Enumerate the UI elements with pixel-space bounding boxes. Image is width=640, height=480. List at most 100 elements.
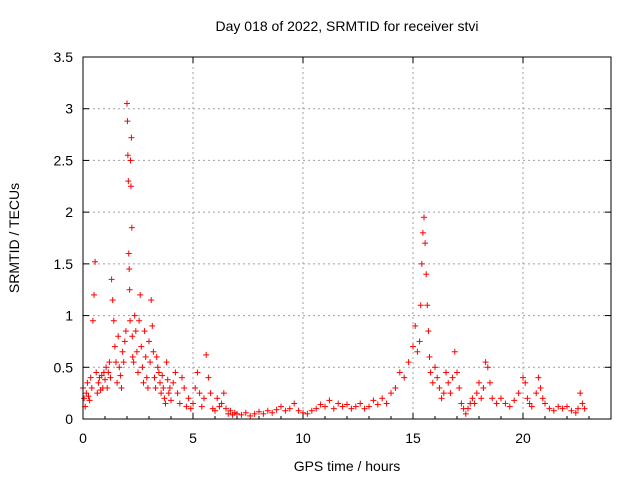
y-tick-label: 2	[65, 204, 73, 220]
data-point	[581, 405, 588, 412]
data-point	[487, 379, 493, 386]
data-point	[568, 407, 575, 414]
data-point	[131, 312, 138, 319]
data-point	[361, 405, 368, 412]
data-point	[533, 390, 540, 397]
data-point	[484, 364, 491, 371]
data-point	[168, 397, 174, 404]
data-point	[412, 322, 419, 329]
data-point	[471, 400, 478, 407]
data-point	[133, 348, 140, 355]
data-point	[161, 395, 168, 402]
data-point	[451, 348, 458, 355]
data-point	[109, 297, 116, 304]
data-point	[194, 369, 201, 376]
data-point	[493, 400, 500, 407]
data-point	[88, 384, 95, 391]
data-point	[190, 400, 196, 407]
data-point	[515, 390, 522, 397]
data-point	[212, 407, 218, 414]
data-point	[137, 291, 144, 298]
data-point	[185, 395, 192, 402]
data-point	[438, 395, 445, 402]
grid	[83, 57, 611, 419]
data-point	[424, 302, 431, 309]
data-point	[174, 390, 181, 397]
data-point	[374, 401, 381, 408]
data-point	[158, 390, 165, 397]
data-point	[295, 407, 302, 414]
data-point	[429, 379, 436, 386]
data-point	[418, 260, 425, 267]
data-point	[95, 379, 102, 386]
data-point	[85, 393, 92, 400]
data-point	[238, 411, 245, 418]
data-point	[425, 328, 432, 335]
data-point	[366, 403, 372, 410]
data-point	[256, 408, 262, 415]
data-point	[528, 403, 535, 410]
data-point	[357, 400, 364, 407]
data-point	[405, 359, 412, 366]
data-point	[234, 410, 240, 417]
data-point	[419, 229, 426, 236]
x-axis-label: GPS time / hours	[294, 458, 401, 474]
data-point	[124, 118, 131, 125]
data-point	[526, 400, 533, 407]
data-point	[445, 379, 452, 386]
data-point	[163, 359, 170, 366]
data-point	[339, 403, 346, 410]
data-point	[469, 395, 476, 402]
data-point	[454, 369, 460, 376]
data-point	[165, 390, 172, 397]
data-point	[269, 409, 276, 416]
data-point	[114, 379, 121, 386]
y-tick-label: 1.5	[54, 256, 74, 272]
data-point	[482, 359, 489, 366]
axis-ticks	[82, 56, 612, 420]
data-point	[129, 353, 136, 360]
data-point	[104, 384, 111, 391]
data-point	[125, 250, 132, 257]
data-point	[150, 348, 157, 355]
data-point	[207, 390, 214, 397]
data-point	[127, 317, 134, 324]
data-point	[201, 395, 207, 402]
data-point	[432, 364, 438, 371]
data-point	[126, 266, 133, 273]
data-point	[120, 359, 127, 366]
data-point	[176, 400, 183, 407]
data-point	[220, 390, 227, 397]
data-point	[125, 178, 132, 185]
y-tick-label: 3.5	[54, 49, 74, 65]
data-point	[559, 405, 566, 412]
data-point	[572, 409, 579, 416]
data-point	[401, 374, 408, 381]
data-point	[143, 374, 150, 381]
data-point	[124, 100, 130, 107]
data-point	[111, 343, 118, 350]
x-tick-label: 5	[189, 430, 197, 446]
data-point	[148, 297, 155, 304]
data-point	[172, 369, 179, 376]
data-point	[462, 410, 469, 417]
data-point	[344, 401, 350, 408]
data-point	[159, 372, 166, 379]
data-point	[282, 407, 289, 414]
data-point	[93, 369, 100, 376]
data-point	[575, 405, 581, 412]
data-point	[555, 403, 562, 410]
data-point	[388, 390, 394, 397]
data-point	[520, 374, 526, 381]
data-point	[117, 372, 124, 379]
data-point	[247, 412, 254, 419]
data-point	[447, 390, 454, 397]
data-point	[118, 384, 125, 391]
data-point	[537, 384, 544, 391]
data-point	[110, 317, 117, 324]
data-point	[542, 400, 548, 407]
data-point	[506, 403, 513, 410]
data-point	[458, 400, 465, 407]
data-point	[187, 405, 194, 412]
